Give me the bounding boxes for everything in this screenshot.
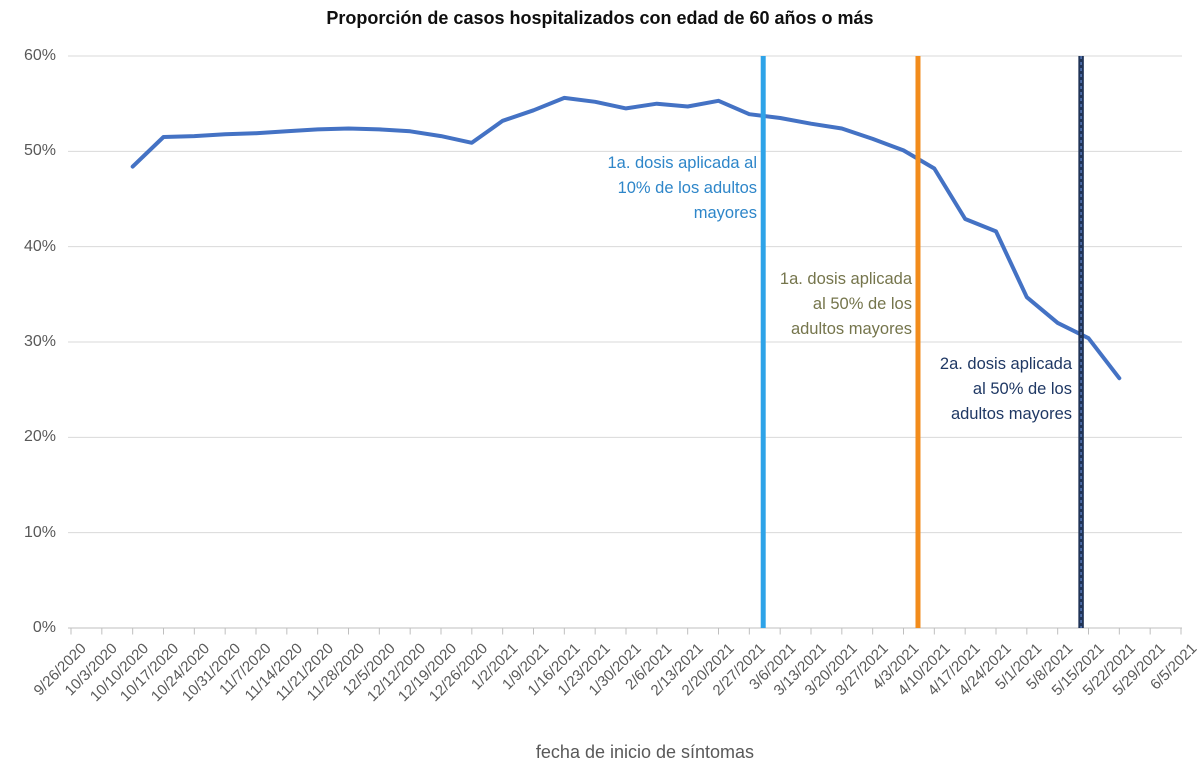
annotation-first-dose-10pct: 1a. dosis aplicada al 10% de los adultos…: [607, 154, 757, 222]
annotation-second-dose-50pct: 2a. dosis aplicada al 50% de los adultos…: [939, 355, 1072, 423]
y-axis-tick-label: 60%: [23, 47, 56, 64]
y-axis-tick-label: 10%: [23, 523, 56, 541]
annotation-first-dose-50pct: 1a. dosis aplicada al 50% de los adultos…: [779, 270, 912, 338]
chart-title: Proporción de casos hospitalizados con e…: [326, 8, 874, 28]
y-axis-tick-label: 30%: [23, 333, 56, 350]
data-line-proporcion-casos-hospitalizados-60-o-mas: [130, 95, 1122, 381]
y-axis-tick-label: 50%: [23, 142, 56, 160]
y-axis-tick-label: 20%: [23, 428, 56, 446]
x-axis-title: fecha de inicio de síntomas: [535, 742, 755, 762]
y-axis-tick-label: 40%: [23, 237, 56, 255]
y-axis-tick-label: 0%: [32, 619, 56, 636]
